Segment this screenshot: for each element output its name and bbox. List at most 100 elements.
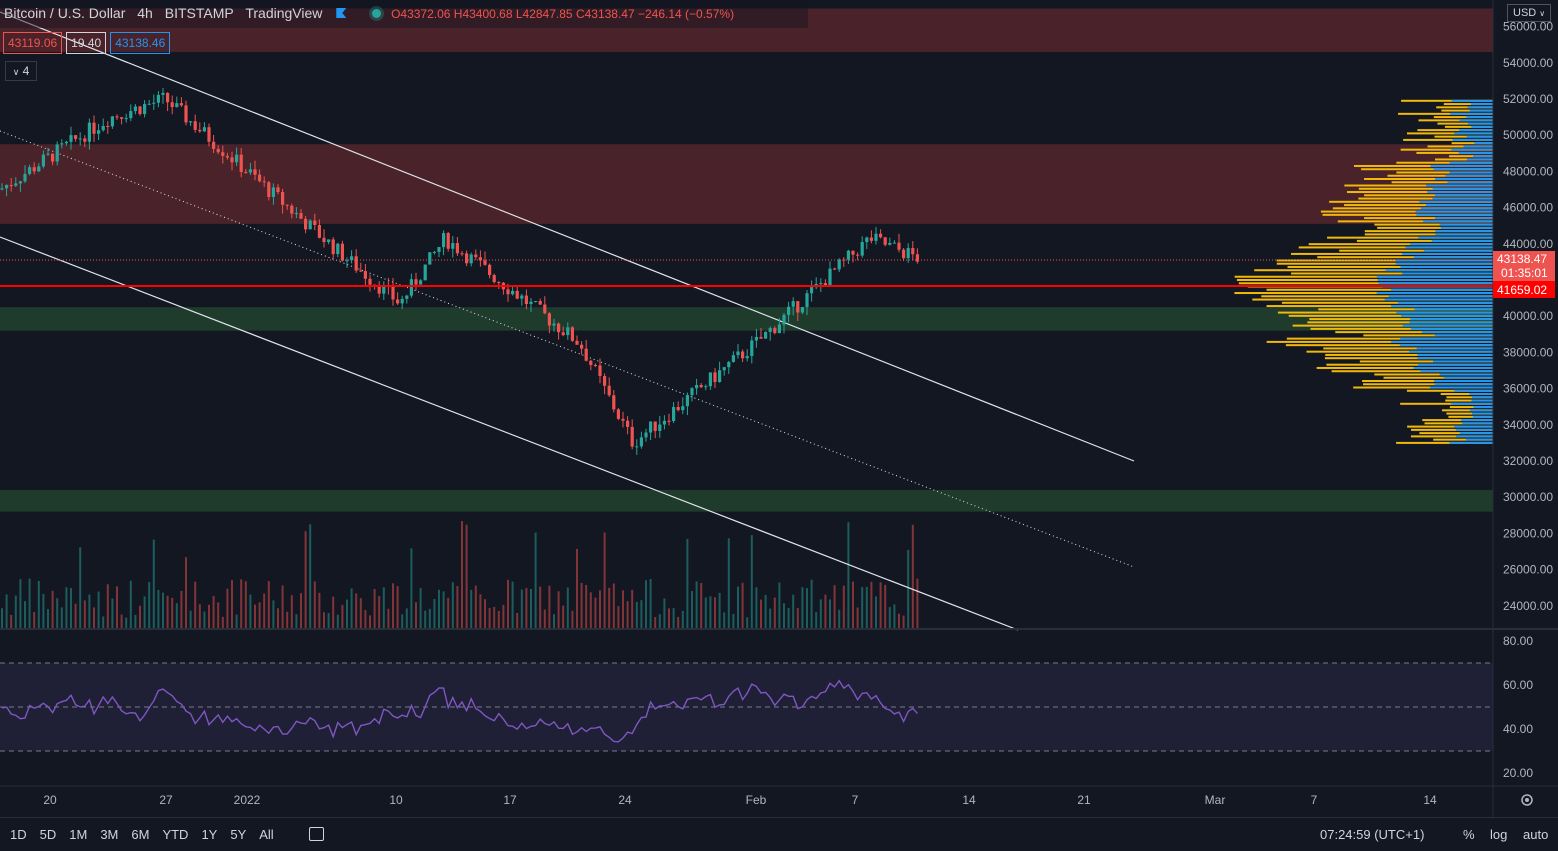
range-all[interactable]: All [259,827,274,842]
candle-body [446,233,450,249]
candle-body [653,421,657,431]
vp-bar-down [1422,331,1493,334]
volume-bar [56,598,59,628]
range-5y[interactable]: 5Y [230,827,247,842]
channel-upper-line[interactable] [0,11,1135,462]
log-scale-button[interactable]: log [1490,827,1508,842]
candle-body [124,118,128,120]
change-value: −246.14 (−0.57%) [638,7,735,21]
volume-bar [783,603,785,628]
volume-bar [520,589,523,628]
vp-bar-down [1417,353,1493,356]
last-price-label: 43138.47 01:35:01 [1493,251,1555,281]
vp-bar-up [1361,168,1493,171]
volume-bar [645,580,647,628]
vp-bar-down [1420,370,1493,373]
range-1d[interactable]: 1D [10,827,27,842]
candle-body [557,323,561,333]
volume-bar [249,594,252,628]
range-5d[interactable]: 5D [39,827,57,842]
vp-bar-down [1409,350,1493,353]
volume-bar [852,581,854,628]
price-axis-label: 38000.00 [1503,345,1553,359]
volume-bar [548,585,551,628]
volume-bar [125,617,128,628]
trend-channel[interactable] [0,11,1135,631]
vp-bar-down [1423,220,1493,223]
candle-body [897,242,901,250]
range-1m[interactable]: 1M [69,827,88,842]
volume-bar [240,579,243,628]
vp-bar-down [1447,181,1493,184]
candles [0,87,919,455]
interval-label[interactable]: 4h [137,5,153,21]
candle-body [741,351,745,359]
volume-bar [79,547,82,628]
rsi-axis-label: 60.00 [1503,678,1533,692]
volume-bar [861,587,864,628]
currency-selector[interactable]: USD ∨ [1507,4,1552,22]
indicators-toggle[interactable]: ∨ 4 [5,61,37,81]
candle-body [129,111,133,119]
price-axis-label: 26000.00 [1503,563,1553,577]
candle-body [635,446,639,448]
vp-bar-down [1410,318,1493,321]
range-3m[interactable]: 3M [100,827,119,842]
vp-bar-down [1402,252,1493,255]
hline-price-label: 41659.02 [1493,281,1555,298]
volume-bar [580,583,583,628]
volume-bar [829,599,831,628]
candle-body [607,385,611,396]
volume-bar [198,604,201,628]
volume-bar [10,614,13,628]
vp-bar-up [1424,422,1493,425]
rsi-axis: 80.00 60.00 40.00 20.00 [1503,634,1533,780]
volume-bar [189,610,192,628]
candle-body [833,268,837,270]
volume-bar [70,588,72,628]
vp-bar-up [1449,406,1493,409]
volume-bar [893,604,896,628]
vp-bar-down [1451,99,1493,102]
volume-bar [369,615,371,628]
vp-bar-down [1385,269,1493,272]
symbol-legend[interactable]: Bitcoin / U.S. Dollar 4h BITSTAMP Tradin… [4,5,734,21]
percent-scale-button[interactable]: % [1463,827,1475,842]
candle-body [336,243,340,255]
range-1y[interactable]: 1Y [201,827,218,842]
settings-gear-icon[interactable] [1521,794,1533,806]
volume-bar [396,586,399,628]
volume-bar [65,587,68,628]
volume-bar [263,593,266,628]
provider-label: TradingView [245,5,323,21]
volume-bar [810,579,813,628]
price-axis[interactable]: 56000.00 54000.00 52000.00 50000.00 48000.00… [1503,20,1553,613]
candle-body [589,360,593,365]
bid-price[interactable]: 43119.06 [3,32,63,54]
flag-icon[interactable] [336,8,347,18]
auto-scale-button[interactable]: auto [1523,827,1549,842]
volume-bar [732,613,735,628]
range-6m[interactable]: 6M [131,827,150,842]
vp-bar-up [1410,435,1493,438]
vp-bar-down [1470,409,1493,412]
channel-lower-line[interactable] [0,236,1019,631]
volume-bar [134,614,137,628]
vp-bar-down [1432,197,1493,200]
time-axis[interactable]: 20 27 2022 10 17 24 Feb 7 14 21 Mar 7 14 [43,793,1437,807]
volume-bar [502,604,505,628]
vp-bar-down [1378,282,1493,285]
ask-price[interactable]: 43138.46 [110,32,171,54]
vp-bar-down [1416,213,1493,216]
range-ytd[interactable]: YTD [162,827,189,842]
goto-date-icon[interactable] [308,827,324,841]
vp-bar-down [1435,233,1493,236]
vp-bar-up [1276,262,1493,265]
market-status-icon[interactable] [372,9,382,18]
symbol-name[interactable]: Bitcoin / U.S. Dollar [4,5,126,21]
channel-mid-line[interactable] [0,130,1135,568]
candle-body [538,301,542,305]
clock-timezone[interactable]: 07:24:59 (UTC+1) [1320,827,1425,842]
volume-bar [778,582,781,628]
